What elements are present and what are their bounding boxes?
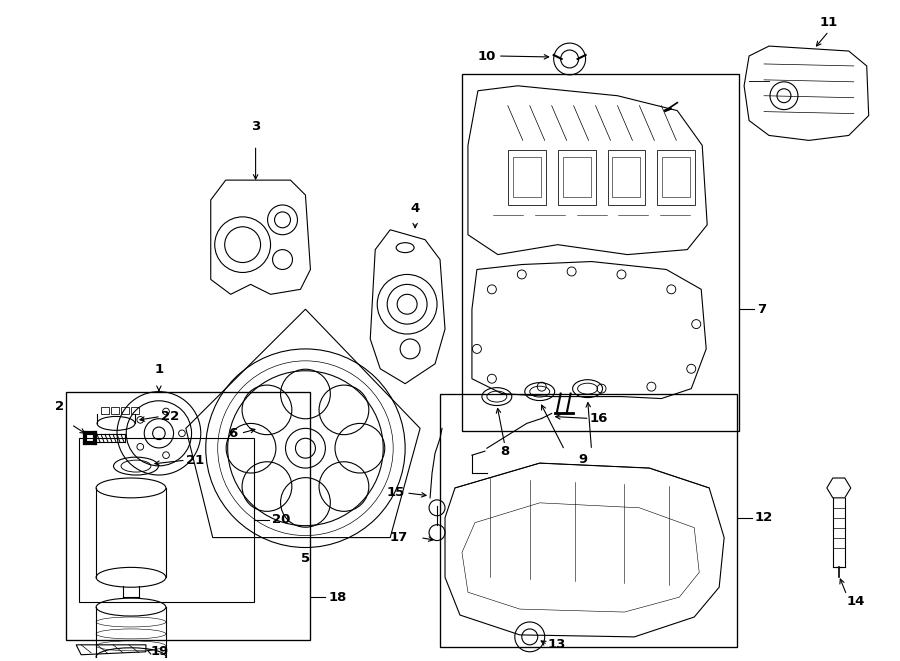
- Text: 20: 20: [272, 513, 290, 526]
- Text: 6: 6: [229, 427, 238, 440]
- Bar: [662, 157, 690, 197]
- Text: 13: 13: [548, 639, 566, 651]
- Text: 12: 12: [755, 511, 773, 524]
- Text: 5: 5: [301, 553, 310, 565]
- Text: 10: 10: [478, 50, 496, 63]
- Text: 4: 4: [410, 202, 419, 215]
- Text: 22: 22: [161, 410, 179, 423]
- Text: 19: 19: [151, 645, 169, 658]
- Text: 3: 3: [251, 120, 260, 134]
- Bar: [613, 157, 641, 197]
- Bar: [657, 150, 695, 205]
- Text: 7: 7: [757, 303, 766, 316]
- Bar: [121, 407, 129, 414]
- Text: 9: 9: [578, 453, 587, 466]
- Bar: [79, 438, 254, 602]
- Bar: [101, 407, 109, 414]
- Bar: [462, 74, 739, 432]
- Text: 17: 17: [390, 531, 408, 544]
- Text: 15: 15: [387, 486, 405, 500]
- Bar: [562, 157, 590, 197]
- Text: 14: 14: [847, 595, 865, 608]
- Bar: [558, 150, 596, 205]
- Text: 11: 11: [820, 16, 838, 29]
- Text: 18: 18: [328, 591, 346, 603]
- Bar: [608, 150, 645, 205]
- Bar: [513, 157, 541, 197]
- Bar: [111, 407, 119, 414]
- Bar: [131, 407, 139, 414]
- Bar: [440, 393, 737, 647]
- Bar: [67, 391, 310, 640]
- Text: 2: 2: [55, 401, 64, 414]
- Text: 21: 21: [185, 453, 204, 467]
- Text: 16: 16: [590, 412, 608, 425]
- Text: 8: 8: [500, 446, 509, 458]
- Text: 1: 1: [154, 363, 164, 375]
- Bar: [508, 150, 545, 205]
